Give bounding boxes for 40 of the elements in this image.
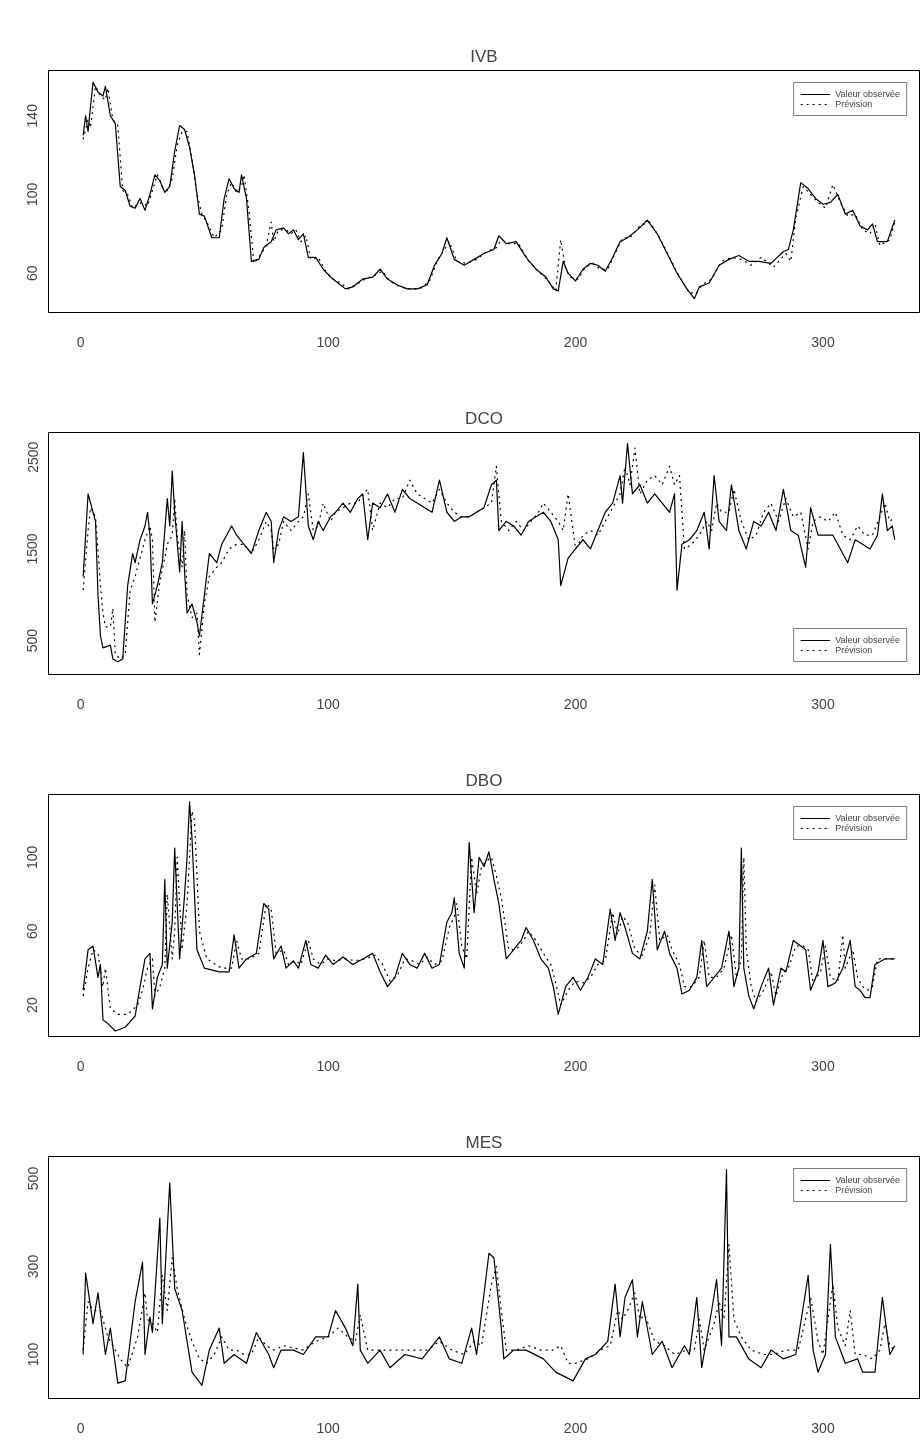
- x-tick-label: 200: [563, 333, 588, 350]
- x-tick-label: 100: [316, 695, 340, 712]
- x-tick-label: 0: [76, 1419, 85, 1436]
- y-tick-label: 2500: [24, 441, 41, 473]
- chart-title: MES: [465, 1132, 503, 1152]
- y-tick-label: 100: [24, 1342, 41, 1367]
- legend-label: Valeur observée: [835, 635, 900, 645]
- y-tick-label: 140: [24, 103, 41, 128]
- y-tick-label: 500: [24, 628, 41, 653]
- x-tick-label: 300: [811, 1419, 835, 1436]
- x-tick-label: 0: [76, 333, 85, 350]
- y-tick-label: 100: [24, 845, 41, 869]
- x-tick-label: 100: [316, 1419, 340, 1436]
- y-tick-label: 500: [24, 1166, 41, 1191]
- legend-label: Prévision: [835, 1185, 873, 1195]
- x-tick-label: 0: [76, 695, 85, 712]
- legend-label: Prévision: [835, 823, 873, 833]
- chart-title: DBO: [465, 770, 503, 790]
- y-tick-label: 1500: [24, 533, 41, 565]
- legend-label: Valeur observée: [835, 813, 900, 823]
- x-tick-label: 300: [811, 1057, 835, 1074]
- legend-label: Prévision: [835, 645, 873, 655]
- x-tick-label: 200: [563, 695, 588, 712]
- y-tick-label: 300: [24, 1254, 41, 1279]
- legend-label: Prévision: [835, 99, 873, 109]
- y-tick-label: 60: [24, 265, 41, 281]
- x-tick-label: 100: [316, 333, 340, 350]
- legend-label: Valeur observée: [835, 1175, 900, 1185]
- x-tick-label: 100: [316, 1057, 340, 1074]
- x-tick-label: 300: [811, 333, 835, 350]
- x-tick-label: 200: [563, 1419, 588, 1436]
- x-tick-label: 200: [563, 1057, 588, 1074]
- y-tick-label: 60: [24, 923, 41, 939]
- x-tick-label: 0: [76, 1057, 85, 1074]
- chart-title: DCO: [465, 408, 503, 428]
- chart-title: IVB: [470, 46, 498, 66]
- y-tick-label: 20: [24, 997, 41, 1013]
- y-tick-label: 100: [24, 182, 41, 207]
- x-tick-label: 300: [811, 695, 835, 712]
- legend-label: Valeur observée: [835, 89, 900, 99]
